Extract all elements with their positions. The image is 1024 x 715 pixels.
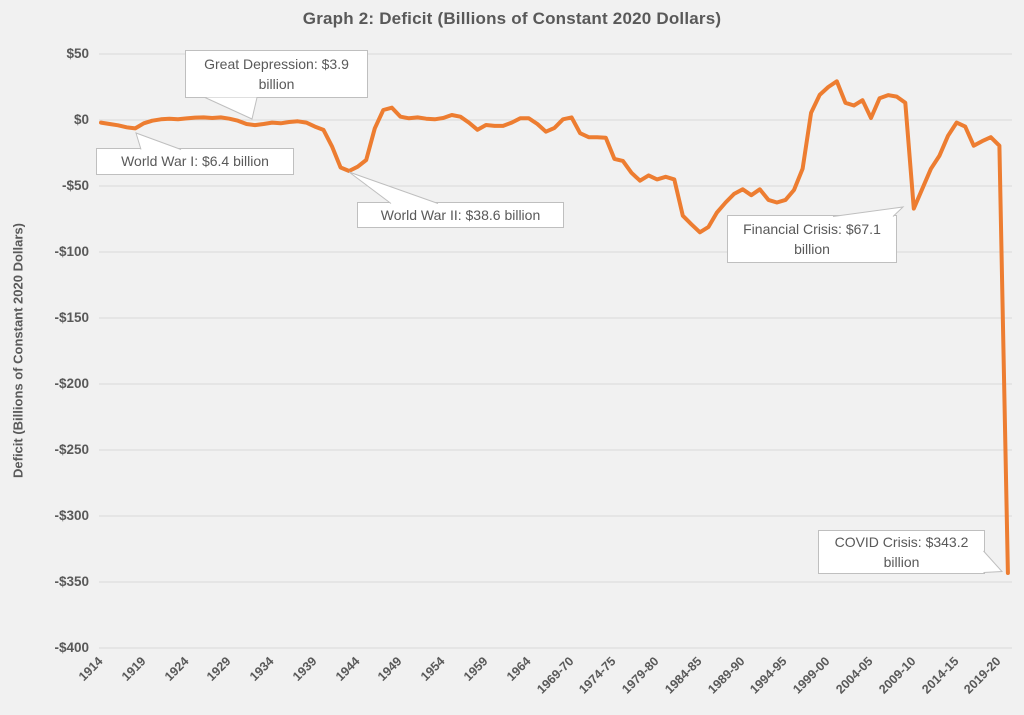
annotation-world-war-2: World War II: $38.6 billion xyxy=(357,202,564,228)
y-tick-label: $0 xyxy=(73,112,89,127)
annotation-financial-crisis: Financial Crisis: $67.1 billion xyxy=(727,215,897,263)
y-tick-label: -$200 xyxy=(54,376,89,391)
y-axis-title: Deficit (Billions of Constant 2020 Dolla… xyxy=(10,223,26,478)
y-tick-label: -$250 xyxy=(54,442,89,457)
annotation-covid-crisis: COVID Crisis: $343.2 billion xyxy=(818,530,985,574)
annotation-great-depression: Great Depression: $3.9 billion xyxy=(185,50,368,98)
y-tick-label: -$150 xyxy=(54,310,89,325)
y-tick-label: -$350 xyxy=(54,574,89,589)
y-tick-label: -$50 xyxy=(61,178,89,193)
annotation-world-war-1: World War I: $6.4 billion xyxy=(96,148,294,175)
chart-title: Graph 2: Deficit (Billions of Constant 2… xyxy=(302,9,722,28)
y-tick-label: $50 xyxy=(66,46,89,61)
y-tick-label: -$300 xyxy=(54,508,89,523)
deficit-line-series xyxy=(99,79,1010,575)
y-tick-label: -$100 xyxy=(54,244,89,259)
y-tick-label: -$400 xyxy=(54,640,89,655)
